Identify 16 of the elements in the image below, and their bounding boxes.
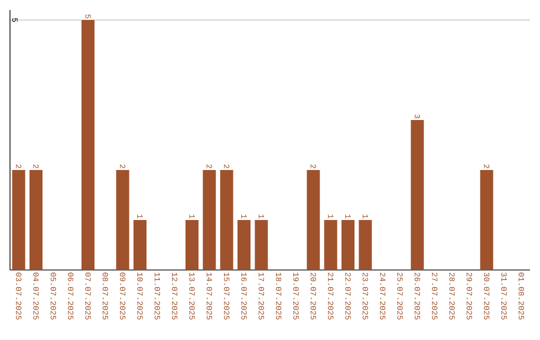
bar [306, 170, 320, 270]
bar [254, 220, 268, 270]
bar [324, 220, 338, 270]
bar [342, 220, 355, 270]
bar [202, 170, 216, 270]
bar [82, 20, 94, 270]
bar [358, 220, 372, 270]
bar [30, 170, 42, 270]
bar [220, 170, 234, 270]
bar [186, 220, 198, 270]
bar [134, 220, 146, 270]
bar [116, 170, 130, 270]
bar [480, 170, 494, 270]
bar [12, 170, 26, 270]
bar [410, 120, 424, 270]
bar [238, 220, 250, 270]
